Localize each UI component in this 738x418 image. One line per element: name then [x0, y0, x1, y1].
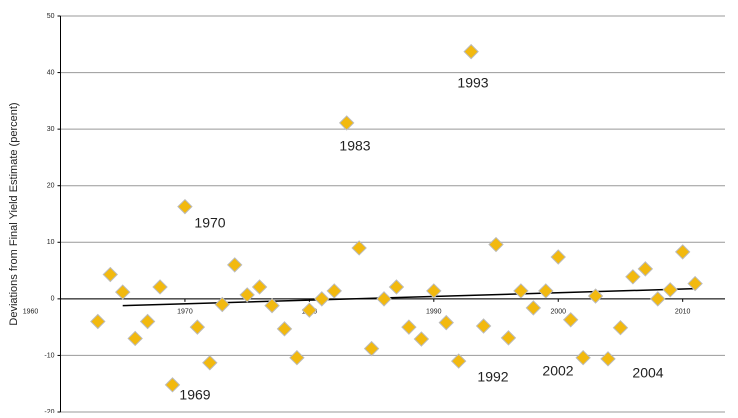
- x-tick-label: 1990: [426, 309, 442, 316]
- point: [177, 198, 193, 215]
- annotation: 2002: [542, 363, 573, 379]
- point: [488, 236, 504, 253]
- annotation: 1983: [339, 138, 370, 154]
- x-tick-label: 1970: [177, 309, 193, 316]
- y-tick-label: 0: [51, 296, 55, 303]
- point: [102, 266, 118, 283]
- annotation: 1969: [179, 387, 210, 403]
- point: [363, 340, 380, 357]
- y-axis-label: Deviations from Final Yield Estimate (pe…: [8, 102, 20, 325]
- trend-line: [122, 287, 696, 307]
- point: [413, 331, 430, 347]
- point: [338, 115, 355, 131]
- x-tick-label: 2000: [550, 309, 566, 316]
- point: [463, 43, 479, 60]
- point: [388, 279, 405, 295]
- point: [376, 291, 392, 307]
- y-tick-label: 20: [47, 183, 55, 190]
- point: [650, 291, 666, 307]
- point: [500, 330, 517, 346]
- y-tick-label: -20: [44, 409, 54, 413]
- point: [139, 313, 156, 330]
- y-tick-label: 50: [47, 13, 55, 20]
- point: [587, 288, 604, 304]
- point: [189, 319, 206, 335]
- point: [625, 269, 641, 285]
- point: [525, 300, 542, 316]
- point: [426, 283, 442, 299]
- point: [550, 249, 566, 265]
- point: [538, 283, 554, 299]
- point: [239, 287, 255, 303]
- point: [164, 377, 181, 393]
- point: [301, 302, 318, 318]
- point: [214, 296, 230, 313]
- point: [227, 257, 243, 273]
- y-tick-label: 10: [47, 239, 55, 246]
- point: [612, 320, 629, 336]
- point: [513, 283, 529, 299]
- point: [687, 275, 703, 292]
- point: [662, 282, 678, 298]
- point: [351, 240, 367, 256]
- x-tick-label: 2010: [675, 309, 691, 316]
- point: [401, 319, 417, 335]
- x-tick-label: 1960: [23, 309, 39, 316]
- point: [326, 283, 342, 299]
- point: [289, 349, 305, 366]
- point: [637, 261, 654, 277]
- point: [264, 297, 280, 314]
- point: [475, 318, 492, 334]
- point: [600, 351, 616, 367]
- point: [202, 355, 218, 371]
- point: [438, 314, 454, 331]
- point: [127, 330, 143, 347]
- point: [674, 244, 691, 260]
- point: [90, 313, 106, 330]
- annotation: 2004: [632, 365, 663, 381]
- point: [152, 279, 168, 295]
- point: [450, 353, 467, 369]
- point: [314, 291, 330, 307]
- point: [562, 312, 579, 328]
- point: [575, 349, 591, 366]
- point: [115, 284, 131, 300]
- point: [251, 279, 268, 295]
- y-tick-label: -10: [44, 352, 54, 359]
- y-tick-label: 40: [47, 69, 55, 76]
- y-tick-label: 30: [47, 126, 55, 133]
- point: [276, 321, 293, 337]
- annotation: 1993: [457, 75, 488, 91]
- annotation: 1970: [194, 215, 225, 231]
- annotation: 1992: [477, 369, 508, 385]
